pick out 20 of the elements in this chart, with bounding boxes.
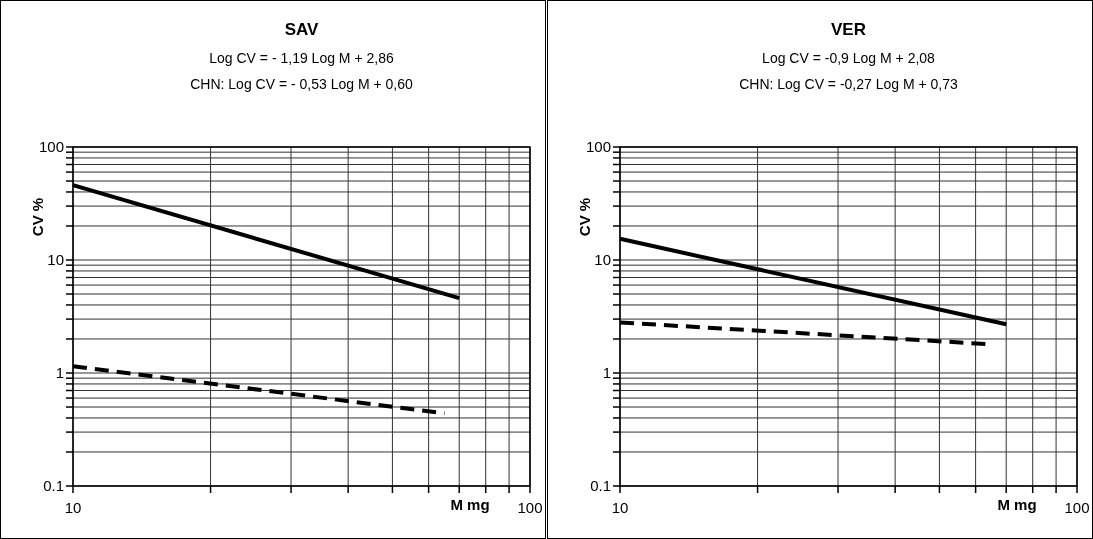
- chart-title: VER: [831, 20, 866, 39]
- y-axis-title: CV %: [576, 197, 593, 237]
- x-tick-label: 10: [611, 499, 629, 516]
- y-tick-label: 10: [594, 251, 611, 268]
- x-tick-label: 10: [64, 499, 82, 516]
- x-axis-title: M mg: [997, 496, 1037, 513]
- y-tick-label: 10: [47, 251, 64, 268]
- y-axis-title: CV %: [29, 197, 46, 237]
- y-tick-label: 1: [602, 364, 611, 381]
- x-tick-label: 100: [517, 499, 543, 516]
- y-tick-label: 0.1: [43, 477, 64, 494]
- x-tick-label: 100: [1064, 499, 1090, 516]
- chart-subtitle: Log CV = - 1,19 Log M + 2,86 CHN: Log CV = - 0,53 Log M + 0,60: [190, 50, 413, 92]
- chart-title: SAV: [284, 20, 319, 39]
- y-tick-label: 0.1: [590, 477, 611, 494]
- y-tick-label: 100: [38, 138, 64, 155]
- x-axis-title: M mg: [450, 496, 490, 513]
- chart-subtitle: Log CV = -0,9 Log M + 2,08 CHN: Log CV = -0,27 Log M + 0,73: [739, 50, 959, 92]
- y-tick-label: 100: [585, 138, 611, 155]
- y-tick-label: 1: [55, 364, 64, 381]
